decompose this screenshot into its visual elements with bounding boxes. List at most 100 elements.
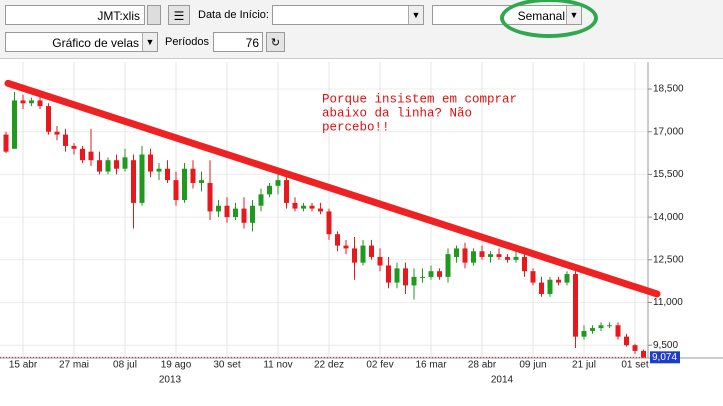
candle-body (632, 345, 638, 351)
list-button[interactable]: ☰ (168, 5, 190, 25)
candle-body (292, 202, 298, 209)
x-tick-label: 30 set (213, 360, 240, 371)
candle-body (513, 256, 519, 260)
candle-body (615, 325, 621, 337)
annotation: Porque insistem em comprar (322, 92, 517, 106)
symbol-input[interactable]: JMT:xlis (5, 5, 145, 25)
candle-body (131, 160, 136, 203)
candle-body (139, 154, 145, 203)
dropdown-arrow: ▼ (408, 6, 423, 24)
x-tick-label: 21 jul (572, 360, 596, 371)
candle-body (641, 350, 646, 358)
periods-input[interactable]: 76 (213, 32, 263, 52)
candle-body (556, 279, 561, 283)
x-tick-label: 22 dez (314, 360, 344, 371)
last-price-box (650, 351, 680, 364)
candle-body (479, 251, 485, 257)
candle-body (122, 157, 128, 169)
candle-body (37, 100, 43, 107)
candle-body (88, 151, 94, 161)
x-tick-label: 11 nov (263, 360, 292, 371)
candle-body (428, 271, 434, 277)
candle-body (386, 265, 391, 283)
candle-body (454, 248, 459, 257)
y-tick-label: 12,500 (653, 254, 684, 265)
dropdown-arrow: ▼ (142, 33, 157, 51)
candle-body (488, 254, 493, 257)
candle-body (207, 182, 213, 212)
x-tick-label: 19 ago (161, 360, 192, 371)
candle-body (165, 168, 170, 181)
candle-body (309, 205, 315, 209)
candle-body (403, 268, 408, 286)
candle-body (471, 251, 476, 263)
symbol-button[interactable] (147, 5, 161, 25)
candle-body (522, 256, 527, 272)
candle-body (224, 205, 230, 218)
x-tick-label: 15 abr (9, 360, 38, 371)
x-tick-label: 02 fev (366, 360, 393, 371)
candle-body (148, 154, 153, 172)
candle-body (581, 330, 587, 337)
y-tick-label: 17,000 (653, 126, 684, 137)
candle-body (284, 180, 289, 203)
candle-body (445, 254, 451, 277)
chart-kind: Gráfico de velas (52, 36, 139, 50)
x-tick-label: 01 set (621, 360, 648, 371)
x-tick-label: 28 abr (468, 360, 497, 371)
candle-body (275, 180, 281, 186)
periods: 76 (245, 36, 259, 50)
y-tick-label: 9,500 (653, 340, 678, 351)
candle-body (114, 160, 119, 169)
candle-body (190, 168, 196, 183)
candle-body (377, 256, 383, 266)
candle-body (105, 160, 111, 172)
candle-body (54, 131, 60, 135)
candle-body (29, 100, 34, 104)
y-tick-label: 18,500 (653, 84, 684, 95)
candle-body (505, 256, 510, 260)
candle-body (539, 282, 544, 294)
candle-body (20, 100, 26, 104)
x-tick-label: 09 jun (519, 360, 546, 371)
candle-body (97, 160, 102, 172)
candle-body (71, 145, 77, 149)
candle-body (233, 208, 238, 218)
y-tick-label: 11,000 (653, 297, 683, 308)
candle-body (573, 274, 578, 337)
year-label: 2013 (159, 375, 182, 386)
candle-body (360, 245, 366, 263)
candle-body (301, 205, 306, 209)
y-tick-label: 14,000 (653, 212, 684, 223)
candle-body (496, 254, 502, 257)
candle-body (598, 325, 604, 329)
candle-body (530, 271, 536, 283)
candle-body (326, 211, 332, 235)
symbol: JMT:xlis (97, 9, 140, 23)
candle-body (547, 279, 553, 294)
candle-body (369, 245, 374, 257)
candle-body (12, 100, 17, 149)
start-select[interactable]: ▼ (272, 5, 424, 25)
chart-kind-select[interactable]: Gráfico de velas ▼ (5, 32, 158, 52)
candle-body (394, 268, 400, 283)
annotation: percebo!! (322, 120, 390, 134)
trend-line (4, 79, 661, 298)
last-price-label: 9,074 (652, 352, 677, 363)
candle-body (420, 276, 425, 278)
candle-body (173, 180, 179, 201)
candle-body (437, 271, 442, 277)
toolbar: JMT:xlis ☰ Data de Início: ▼ Semanal ▼ Gr… (0, 0, 723, 59)
candle-body (3, 134, 9, 152)
plot-area (0, 62, 648, 358)
refresh-button[interactable]: ↻ (266, 32, 285, 52)
candle-body (258, 194, 264, 206)
year-label: 2014 (491, 375, 514, 386)
candle-body (156, 168, 162, 172)
candle-body (624, 336, 629, 346)
candle-body (411, 276, 417, 286)
y-tick-label: 15,500 (653, 169, 684, 180)
candle-body (46, 106, 51, 132)
candle-body (267, 185, 272, 195)
